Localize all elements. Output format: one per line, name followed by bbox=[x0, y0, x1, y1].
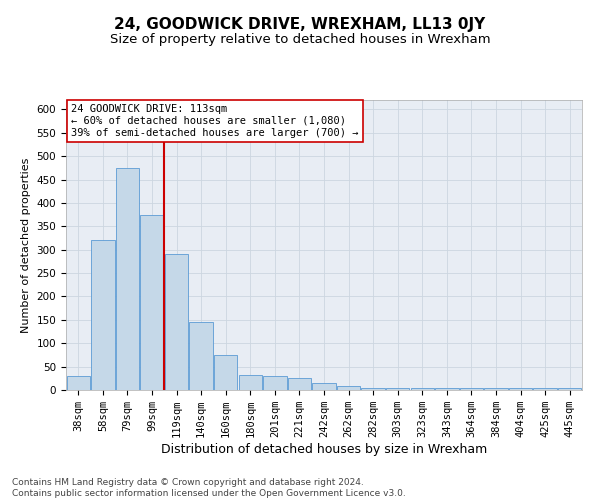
Bar bbox=[460, 388, 483, 390]
Bar bbox=[435, 388, 458, 390]
Bar bbox=[263, 376, 287, 390]
Text: 24, GOODWICK DRIVE, WREXHAM, LL13 0JY: 24, GOODWICK DRIVE, WREXHAM, LL13 0JY bbox=[115, 18, 485, 32]
Bar bbox=[288, 378, 311, 390]
Text: Contains HM Land Registry data © Crown copyright and database right 2024.
Contai: Contains HM Land Registry data © Crown c… bbox=[12, 478, 406, 498]
Bar bbox=[337, 386, 360, 390]
Bar bbox=[313, 383, 335, 390]
Bar bbox=[116, 168, 139, 390]
Bar bbox=[558, 388, 581, 390]
Text: Size of property relative to detached houses in Wrexham: Size of property relative to detached ho… bbox=[110, 32, 490, 46]
Bar bbox=[190, 322, 213, 390]
Text: 24 GOODWICK DRIVE: 113sqm
← 60% of detached houses are smaller (1,080)
39% of se: 24 GOODWICK DRIVE: 113sqm ← 60% of detac… bbox=[71, 104, 359, 138]
Bar bbox=[410, 388, 434, 390]
Bar bbox=[509, 388, 532, 390]
Bar bbox=[239, 375, 262, 390]
Y-axis label: Number of detached properties: Number of detached properties bbox=[21, 158, 31, 332]
X-axis label: Distribution of detached houses by size in Wrexham: Distribution of detached houses by size … bbox=[161, 443, 487, 456]
Bar bbox=[484, 388, 508, 390]
Bar bbox=[214, 355, 238, 390]
Bar bbox=[67, 376, 90, 390]
Bar bbox=[91, 240, 115, 390]
Bar bbox=[165, 254, 188, 390]
Bar bbox=[140, 214, 164, 390]
Bar bbox=[361, 388, 385, 390]
Bar bbox=[533, 388, 557, 390]
Bar bbox=[386, 388, 409, 390]
